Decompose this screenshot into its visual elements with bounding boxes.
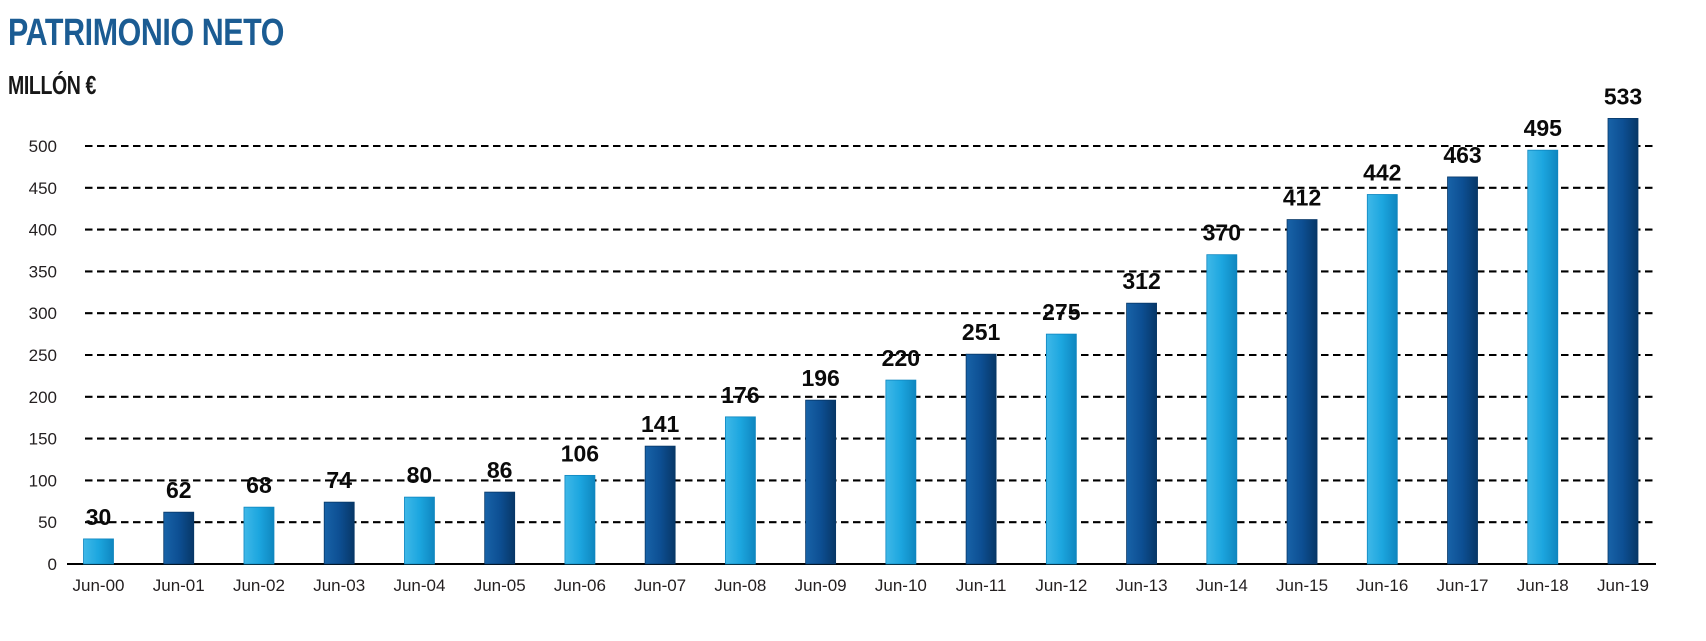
svg-text:463: 463 (1443, 142, 1481, 168)
svg-text:442: 442 (1363, 159, 1401, 185)
svg-text:62: 62 (166, 477, 192, 503)
svg-text:Jun-01: Jun-01 (153, 576, 205, 595)
svg-text:Jun-14: Jun-14 (1196, 576, 1248, 595)
svg-text:370: 370 (1203, 220, 1241, 246)
svg-text:Jun-05: Jun-05 (474, 576, 526, 595)
svg-text:200: 200 (29, 388, 57, 407)
svg-text:Jun-09: Jun-09 (795, 576, 847, 595)
svg-text:312: 312 (1122, 268, 1160, 294)
svg-text:350: 350 (29, 262, 57, 281)
svg-text:196: 196 (801, 365, 839, 391)
svg-text:Jun-16: Jun-16 (1356, 576, 1408, 595)
svg-text:30: 30 (86, 504, 112, 530)
svg-text:106: 106 (561, 440, 599, 466)
svg-text:Jun-19: Jun-19 (1597, 576, 1649, 595)
svg-text:500: 500 (29, 137, 57, 156)
svg-text:176: 176 (721, 382, 759, 408)
svg-text:275: 275 (1042, 299, 1081, 325)
svg-text:80: 80 (407, 462, 433, 488)
svg-text:Jun-15: Jun-15 (1276, 576, 1328, 595)
svg-text:450: 450 (29, 179, 57, 198)
svg-text:412: 412 (1283, 185, 1321, 211)
svg-text:Jun-00: Jun-00 (73, 576, 125, 595)
svg-text:Jun-10: Jun-10 (875, 576, 927, 595)
svg-text:150: 150 (29, 430, 57, 449)
svg-text:68: 68 (246, 472, 272, 498)
svg-text:0: 0 (48, 555, 57, 574)
svg-text:Jun-02: Jun-02 (233, 576, 285, 595)
svg-text:250: 250 (29, 346, 57, 365)
svg-text:495: 495 (1524, 115, 1563, 141)
svg-text:Jun-18: Jun-18 (1517, 576, 1569, 595)
svg-text:Jun-06: Jun-06 (554, 576, 606, 595)
svg-text:533: 533 (1604, 83, 1642, 109)
svg-text:Jun-03: Jun-03 (313, 576, 365, 595)
svg-text:Jun-13: Jun-13 (1116, 576, 1168, 595)
svg-text:Jun-07: Jun-07 (634, 576, 686, 595)
svg-text:50: 50 (38, 513, 57, 532)
svg-text:74: 74 (326, 467, 352, 493)
svg-text:Jun-11: Jun-11 (956, 576, 1007, 595)
svg-text:300: 300 (29, 304, 57, 323)
svg-text:Jun-12: Jun-12 (1035, 576, 1087, 595)
svg-text:100: 100 (29, 471, 57, 490)
svg-text:400: 400 (29, 221, 57, 240)
svg-text:Jun-04: Jun-04 (393, 576, 445, 595)
svg-text:251: 251 (962, 319, 1001, 345)
svg-text:Jun-17: Jun-17 (1437, 576, 1489, 595)
svg-text:Jun-08: Jun-08 (714, 576, 766, 595)
svg-text:141: 141 (641, 411, 680, 437)
svg-text:220: 220 (882, 345, 920, 371)
svg-text:86: 86 (487, 457, 513, 483)
